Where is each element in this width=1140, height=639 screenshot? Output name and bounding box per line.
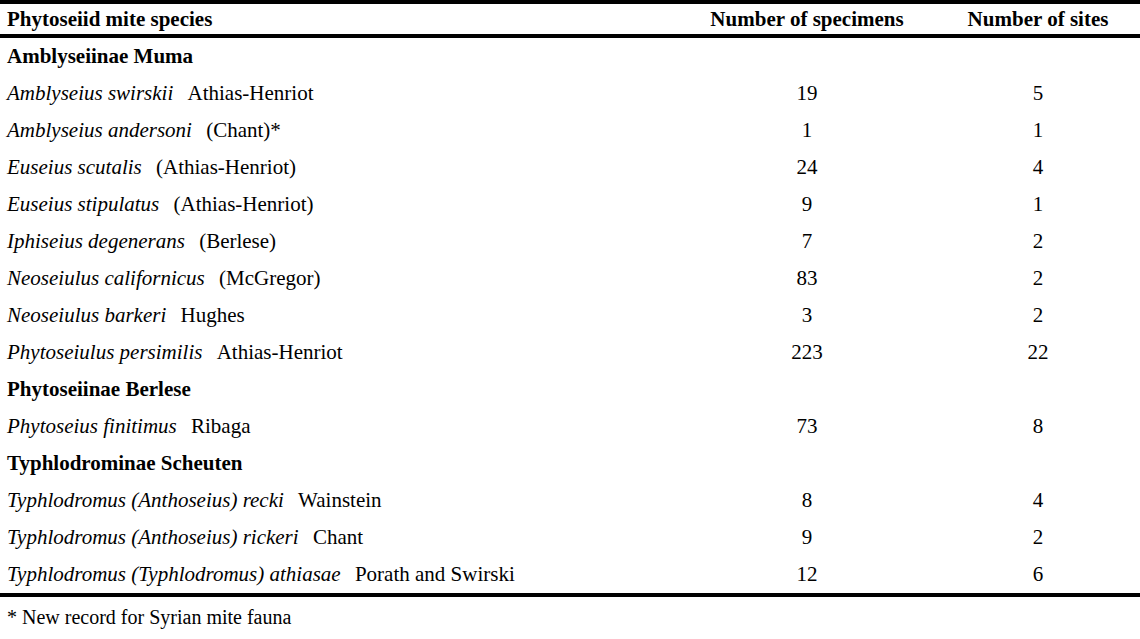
species-cell: Amblyseius swirskii Athias-Henriot: [0, 81, 692, 106]
species-cell: Euseius stipulatus (Athias-Henriot): [0, 192, 692, 217]
species-cell: Neoseiulus barkeri Hughes: [0, 303, 692, 328]
sites-count: 8: [922, 414, 1140, 439]
species-table: Phytoseiid mite species Number of specim…: [0, 0, 1140, 597]
specimens-count: 12: [692, 562, 922, 587]
table-row: Amblyseius swirskii Athias-Henriot 19 5: [0, 75, 1140, 112]
species-name: Amblyseius swirskii: [7, 81, 173, 105]
section-heading-amblyseiinae: Amblyseiinae Muma: [0, 38, 1140, 75]
specimens-count: 73: [692, 414, 922, 439]
specimens-count: 9: [692, 192, 922, 217]
species-name: Neoseiulus californicus: [7, 266, 205, 290]
species-name: Amblyseius andersoni: [7, 118, 192, 142]
sites-count: 5: [922, 81, 1140, 106]
specimens-count: 8: [692, 488, 922, 513]
table-row: Typhlodromus (Anthoseius) rickeri Chant …: [0, 519, 1140, 556]
footnote: * New record for Syrian mite fauna: [0, 597, 1140, 629]
species-cell: Typhlodromus (Typhlodromus) athiasae Por…: [0, 562, 692, 587]
table-row: Amblyseius andersoni (Chant)* 1 1: [0, 112, 1140, 149]
specimens-count: 24: [692, 155, 922, 180]
species-name: Typhlodromus (Anthoseius) rickeri: [7, 525, 299, 549]
table-row: Iphiseius degenerans (Berlese) 7 2: [0, 223, 1140, 260]
sites-count: 2: [922, 229, 1140, 254]
section-heading-typhlodrominae: Typhlodrominae Scheuten: [0, 445, 1140, 482]
species-cell: Typhlodromus (Anthoseius) recki Wainstei…: [0, 488, 692, 513]
table-row: Neoseiulus californicus (McGregor) 83 2: [0, 260, 1140, 297]
species-authority: Athias-Henriot: [217, 340, 343, 364]
table-row: Typhlodromus (Typhlodromus) athiasae Por…: [0, 556, 1140, 593]
table-row: Neoseiulus barkeri Hughes 3 2: [0, 297, 1140, 334]
section-heading-phytoseiinae: Phytoseiinae Berlese: [0, 371, 1140, 408]
sites-count: 2: [922, 303, 1140, 328]
species-authority: (Chant)*: [206, 118, 281, 142]
specimens-count: 83: [692, 266, 922, 291]
sites-count: 6: [922, 562, 1140, 587]
table-row: Euseius scutalis (Athias-Henriot) 24 4: [0, 149, 1140, 186]
sites-count: 2: [922, 525, 1140, 550]
specimens-count: 9: [692, 525, 922, 550]
species-authority: Porath and Swirski: [355, 562, 515, 586]
species-authority: (Athias-Henriot): [156, 155, 296, 179]
species-name: Typhlodromus (Anthoseius) recki: [7, 488, 284, 512]
species-name: Typhlodromus (Typhlodromus) athiasae: [7, 562, 341, 586]
specimens-count: 19: [692, 81, 922, 106]
species-name: Euseius stipulatus: [7, 192, 159, 216]
column-header-species: Phytoseiid mite species: [0, 7, 692, 32]
species-name: Phytoseiulus persimilis: [7, 340, 202, 364]
species-cell: Phytoseius finitimus Ribaga: [0, 414, 692, 439]
specimens-count: 1: [692, 118, 922, 143]
specimens-count: 223: [692, 340, 922, 365]
species-name: Iphiseius degenerans: [7, 229, 185, 253]
sites-count: 1: [922, 118, 1140, 143]
species-cell: Iphiseius degenerans (Berlese): [0, 229, 692, 254]
species-name: Neoseiulus barkeri: [7, 303, 166, 327]
species-authority: Chant: [313, 525, 363, 549]
sites-count: 4: [922, 155, 1140, 180]
species-authority: (Athias-Henriot): [174, 192, 314, 216]
table-header-row: Phytoseiid mite species Number of specim…: [0, 4, 1140, 38]
species-authority: Athias-Henriot: [188, 81, 314, 105]
species-name: Phytoseius finitimus: [7, 414, 177, 438]
sites-count: 4: [922, 488, 1140, 513]
species-cell: Euseius scutalis (Athias-Henriot): [0, 155, 692, 180]
table-row: Phytoseius finitimus Ribaga 73 8: [0, 408, 1140, 445]
species-authority: (Berlese): [199, 229, 276, 253]
column-header-sites: Number of sites: [922, 7, 1140, 32]
species-authority: (McGregor): [219, 266, 320, 290]
column-header-specimens: Number of specimens: [692, 7, 922, 32]
table-row: Euseius stipulatus (Athias-Henriot) 9 1: [0, 186, 1140, 223]
species-cell: Neoseiulus californicus (McGregor): [0, 266, 692, 291]
species-cell: Phytoseiulus persimilis Athias-Henriot: [0, 340, 692, 365]
sites-count: 2: [922, 266, 1140, 291]
specimens-count: 7: [692, 229, 922, 254]
specimens-count: 3: [692, 303, 922, 328]
species-authority: Wainstein: [298, 488, 381, 512]
species-cell: Amblyseius andersoni (Chant)*: [0, 118, 692, 143]
species-authority: Ribaga: [191, 414, 250, 438]
sites-count: 1: [922, 192, 1140, 217]
species-authority: Hughes: [180, 303, 244, 327]
species-cell: Typhlodromus (Anthoseius) rickeri Chant: [0, 525, 692, 550]
table-row: Typhlodromus (Anthoseius) recki Wainstei…: [0, 482, 1140, 519]
table-body: Amblyseiinae Muma Amblyseius swirskii At…: [0, 38, 1140, 597]
table-row: Phytoseiulus persimilis Athias-Henriot 2…: [0, 334, 1140, 371]
species-name: Euseius scutalis: [7, 155, 142, 179]
sites-count: 22: [922, 340, 1140, 365]
